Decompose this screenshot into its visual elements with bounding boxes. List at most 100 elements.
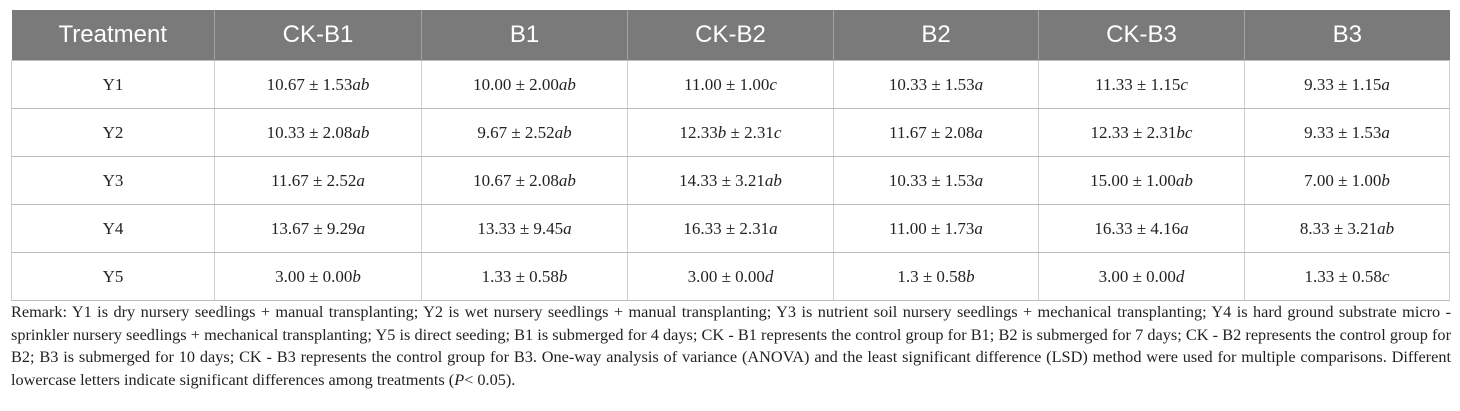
significance-letter: ab [1377,218,1395,238]
value-cell: 10.67 ± 2.08ab [421,156,628,205]
value-cell: 9.67 ± 2.52ab [421,108,628,157]
significance-letter: ab [1175,170,1193,190]
mean-sd-value: 3.00 ± 0.00 [687,266,765,286]
table-remark: Remark: Y1 is dry nursery seedlings + ma… [11,301,1451,391]
data-table: Treatment CK-B1 B1 CK-B2 B2 CK-B3 B3 Y1 10.67 ±… [11,10,1450,301]
value-cell: 16.33 ± 4.16a [1038,204,1245,253]
remark-p-symbol: P [454,369,465,389]
mean-sd-value: 11.33 ± 1.15 [1095,74,1181,94]
treatment-cell: Y1 [11,60,215,109]
value-cell: 7.00 ± 1.00b [1244,156,1450,205]
mean-sd-value: 1.33 ± 0.58 [481,266,559,286]
mean-sd-tail: ± 2.31 [726,122,774,142]
mean-sd-value: 8.33 ± 3.21 [1299,218,1378,238]
column-header: B2 [833,10,1039,61]
mean-sd-value: 1.33 ± 0.58 [1304,266,1382,286]
mean-sd-value: 13.67 ± 9.29 [270,218,357,238]
table-row: Y5 3.00 ± 0.00b 1.33 ± 0.58b 3.00 ± 0.00d 1.… [11,252,1450,301]
significance-letter: b [1381,170,1390,190]
value-cell: 11.67 ± 2.52a [214,156,422,205]
mean-sd-value: 9.33 ± 1.53 [1304,122,1382,142]
mean-sd-value: 16.33 ± 2.31 [683,218,770,238]
table-row: Y1 10.67 ± 1.53ab 10.00 ± 2.00ab 11.00 ± 1.… [11,60,1450,109]
mean-sd-value: 10.67 ± 1.53 [266,74,353,94]
significance-letter: a [769,218,778,238]
mean-sd-value: 16.33 ± 4.16 [1094,218,1181,238]
mean-sd-value: 10.00 ± 2.00 [473,74,559,94]
significance-letter: d [764,266,774,286]
value-cell: 15.00 ± 1.00ab [1038,156,1245,205]
value-cell: 14.33 ± 3.21ab [627,156,834,205]
mean-sd-value: 10.33 ± 2.08 [266,122,353,142]
value-cell: 16.33 ± 2.31a [627,204,834,253]
significance-letter: ab [554,122,572,142]
mean-sd-value: 10.33 ± 1.53 [888,74,975,94]
table-row: Y3 11.67 ± 2.52a 10.67 ± 2.08ab 14.33 ± 3.2… [11,156,1450,205]
value-cell: 10.00 ± 2.00ab [421,60,628,109]
significance-letter: a [974,122,983,142]
significance-letter: b [966,266,975,286]
significance-letter: ab [558,74,576,94]
mean-sd-value: 12.33 ± 2.31 [1090,122,1177,142]
value-cell: 11.33 ± 1.15c [1038,60,1245,109]
mean-sd-value: 13.33 ± 9.45 [477,218,564,238]
significance-letter: a [974,170,984,190]
column-header: B1 [421,10,628,61]
value-cell: 8.33 ± 3.21ab [1244,204,1450,253]
value-cell: 11.00 ± 1.00c [627,60,834,109]
significance-letter: b [558,266,568,286]
value-cell: 11.00 ± 1.73a [833,204,1039,253]
value-cell: 10.33 ± 1.53a [833,60,1039,109]
treatment-cell: Y5 [11,252,215,301]
significance-letter: c [773,122,782,142]
mean-sd-value: 14.33 ± 3.21 [679,170,765,190]
mean-sd-value: 3.00 ± 0.00 [1098,266,1176,286]
mean-sd-value: 10.67 ± 2.08 [473,170,559,190]
significance-letter: b [717,122,727,142]
table-row: Y2 10.33 ± 2.08ab 9.67 ± 2.52ab 12.33b ± 2.… [11,108,1450,157]
significance-letter: a [1180,218,1189,238]
significance-letter: bc [1176,122,1193,142]
treatment-cell: Y3 [11,156,215,205]
value-cell: 1.3 ± 0.58b [833,252,1039,301]
mean-sd-value: 1.3 ± 0.58 [897,266,967,286]
value-cell: 12.33 ± 2.31bc [1038,108,1245,157]
significance-letter: ab [352,74,370,94]
value-cell: 1.33 ± 0.58b [421,252,628,301]
table-row: Y4 13.67 ± 9.29a 13.33 ± 9.45a 16.33 ± 2.31… [11,204,1450,253]
value-cell: 12.33b ± 2.31c [627,108,834,157]
value-cell: 13.67 ± 9.29a [214,204,422,253]
significance-letter: ab [764,170,782,190]
value-cell: 13.33 ± 9.45a [421,204,628,253]
column-header: CK-B3 [1038,10,1245,61]
header-row: Treatment CK-B1 B1 CK-B2 B2 CK-B3 B3 [11,10,1450,61]
mean-sd-value: 11.00 ± 1.00 [684,74,770,94]
significance-letter: c [1180,74,1188,94]
data-table-container: Treatment CK-B1 B1 CK-B2 B2 CK-B3 B3 Y1 10.67 ±… [11,10,1450,301]
column-header: CK-B1 [214,10,422,61]
column-header: B3 [1244,10,1450,61]
significance-letter: a [563,218,572,238]
value-cell: 9.33 ± 1.53a [1244,108,1450,157]
value-cell: 10.33 ± 2.08ab [214,108,422,157]
mean-sd-value: 15.00 ± 1.00 [1090,170,1176,190]
significance-letter: d [1175,266,1185,286]
significance-letter: a [1381,74,1390,94]
mean-sd-value: 11.00 ± 1.73 [889,218,975,238]
mean-sd-value: 12.33 [679,122,718,142]
column-header: CK-B2 [627,10,834,61]
significance-letter: ab [352,122,370,142]
mean-sd-value: 9.67 ± 2.52 [477,122,555,142]
treatment-cell: Y2 [11,108,215,157]
mean-sd-value: 9.33 ± 1.15 [1304,74,1382,94]
column-header-treatment: Treatment [11,10,215,61]
value-cell: 3.00 ± 0.00b [214,252,422,301]
significance-letter: a [974,74,984,94]
mean-sd-value: 7.00 ± 1.00 [1304,170,1382,190]
significance-letter: ab [558,170,576,190]
significance-letter: b [352,266,361,286]
significance-letter: a [356,170,365,190]
mean-sd-value: 10.33 ± 1.53 [888,170,975,190]
table-header: Treatment CK-B1 B1 CK-B2 B2 CK-B3 B3 [11,10,1450,61]
value-cell: 9.33 ± 1.15a [1244,60,1450,109]
